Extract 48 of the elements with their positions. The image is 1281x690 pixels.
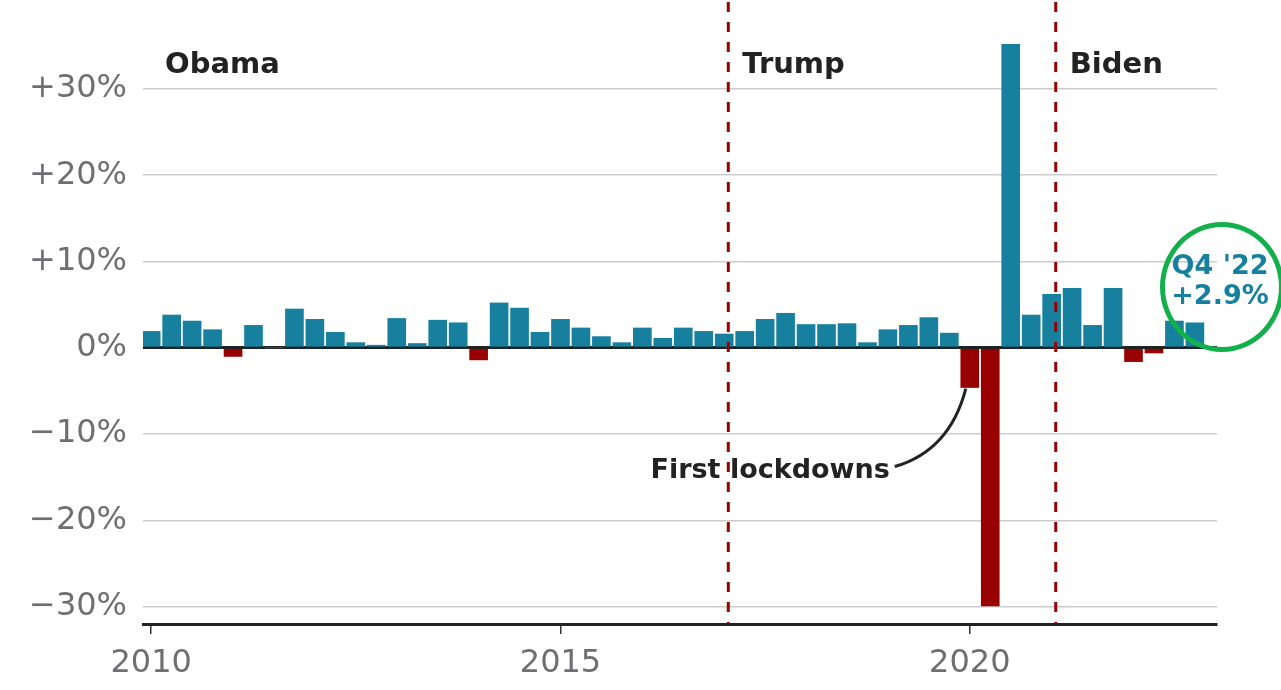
bar xyxy=(305,319,325,347)
y-tick-label: −20% xyxy=(29,498,127,537)
bar xyxy=(1124,348,1143,362)
annotation: Obama xyxy=(165,45,280,80)
bar xyxy=(755,319,775,347)
bar xyxy=(571,327,591,347)
bar xyxy=(1062,287,1082,347)
bar xyxy=(919,317,939,347)
y-tick-label: +10% xyxy=(29,239,127,278)
bar xyxy=(346,342,366,347)
bar xyxy=(510,307,529,347)
y-tick-label: 0% xyxy=(76,326,127,365)
bar xyxy=(939,332,959,347)
y-tick-label: +20% xyxy=(29,153,127,192)
bar xyxy=(612,342,632,347)
bar xyxy=(776,312,795,347)
bar xyxy=(326,331,345,347)
x-tick-label: 2020 xyxy=(929,641,1011,680)
bar xyxy=(899,325,918,347)
ref-line-label: Biden xyxy=(1069,45,1163,80)
annotation: Q4 '22 +2.9% xyxy=(1171,249,1269,311)
bar xyxy=(1083,325,1102,347)
bar xyxy=(223,348,243,357)
bar xyxy=(551,319,570,347)
bar xyxy=(980,348,1000,607)
bar xyxy=(448,322,468,347)
bar xyxy=(592,336,611,347)
x-tick-label: 2010 xyxy=(110,641,192,680)
bar xyxy=(837,323,857,347)
x-tick-label: 2015 xyxy=(519,641,602,680)
bar xyxy=(530,331,550,347)
annotation: First lockdowns xyxy=(650,452,890,484)
bar xyxy=(796,324,816,347)
bar xyxy=(489,302,509,347)
y-tick-label: +30% xyxy=(29,67,127,106)
bar xyxy=(203,329,222,347)
bar xyxy=(182,320,202,347)
bar xyxy=(244,325,263,347)
bar xyxy=(285,308,304,347)
bar xyxy=(1103,287,1123,347)
bar xyxy=(469,348,488,361)
bar xyxy=(878,329,898,347)
ref-line-label: Trump xyxy=(742,45,845,80)
y-tick-label: −10% xyxy=(29,412,127,451)
bar xyxy=(960,348,980,388)
y-tick-label: −30% xyxy=(29,585,127,624)
bar xyxy=(858,342,877,347)
bar xyxy=(817,324,836,347)
